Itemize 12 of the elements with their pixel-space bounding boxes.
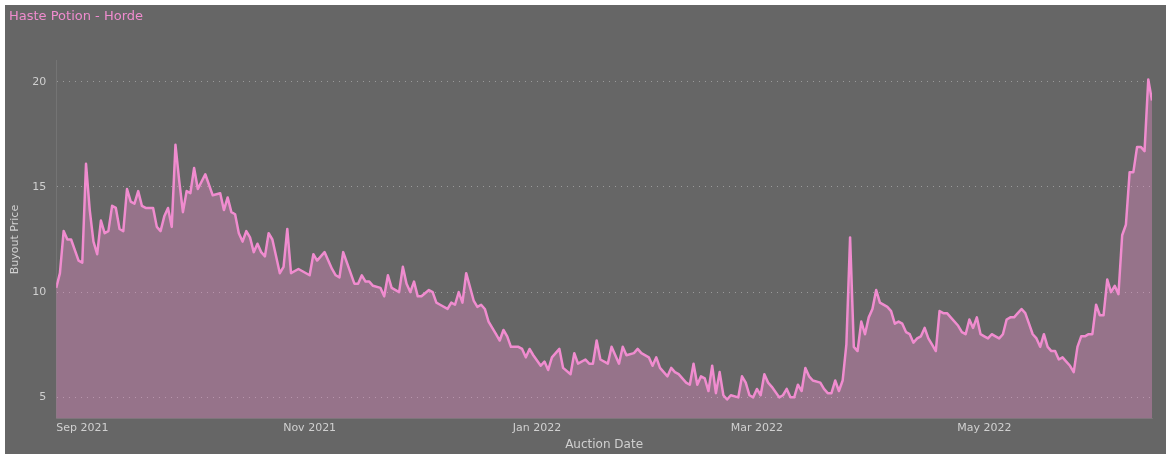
x-tick-label: May 2022 [957,420,1012,434]
x-tick-label: Mar 2022 [730,420,784,434]
x-tick-label: Nov 2021 [283,420,337,434]
y-tick-label: 5 [39,390,47,404]
y-tick-label: 20 [32,74,47,88]
x-tick-label: Sep 2021 [56,420,109,434]
x-axis-title: Auction Date [565,436,644,451]
y-tick-label: 15 [32,179,47,193]
y-axis-title: Buyout Price [8,204,22,275]
y-tick-label: 10 [32,284,47,298]
chart-title: Haste Potion - Horde [9,8,144,24]
x-tick-label: Jan 2022 [511,420,562,434]
